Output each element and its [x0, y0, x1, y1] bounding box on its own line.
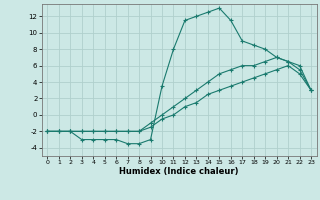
X-axis label: Humidex (Indice chaleur): Humidex (Indice chaleur) [119, 167, 239, 176]
